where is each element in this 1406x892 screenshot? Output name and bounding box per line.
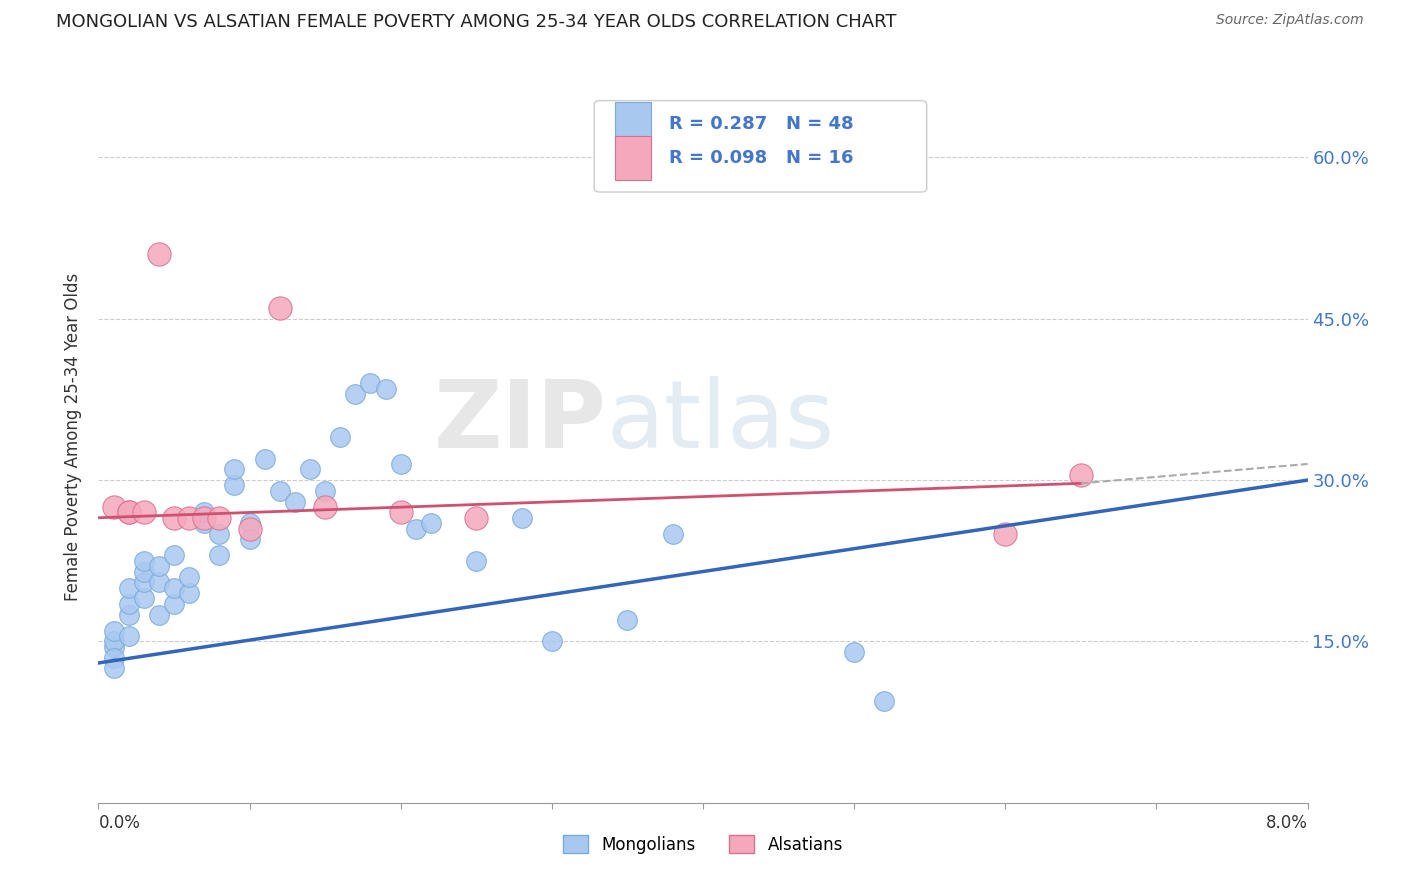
Text: R = 0.098   N = 16: R = 0.098 N = 16 [669, 149, 853, 167]
Point [661, 527, 683, 541]
Point [163, 581, 186, 595]
Point [118, 607, 141, 622]
Text: atlas: atlas [606, 376, 835, 468]
Point [224, 462, 246, 476]
Point [208, 510, 231, 524]
Point [103, 634, 125, 648]
Point [103, 640, 125, 654]
Point [374, 382, 396, 396]
Point [118, 505, 141, 519]
Point [179, 586, 201, 600]
Point [1070, 467, 1092, 482]
Point [148, 559, 170, 574]
Point [616, 613, 638, 627]
Y-axis label: Female Poverty Among 25-34 Year Olds: Female Poverty Among 25-34 Year Olds [65, 273, 83, 601]
Point [314, 500, 336, 514]
Point [994, 527, 1017, 541]
Legend: Mongolians, Alsatians: Mongolians, Alsatians [557, 829, 849, 860]
Point [299, 462, 322, 476]
Point [163, 597, 186, 611]
Point [103, 500, 125, 514]
Text: MONGOLIAN VS ALSATIAN FEMALE POVERTY AMONG 25-34 YEAR OLDS CORRELATION CHART: MONGOLIAN VS ALSATIAN FEMALE POVERTY AMO… [56, 13, 897, 31]
Point [193, 505, 215, 519]
Point [465, 554, 488, 568]
Point [224, 478, 246, 492]
Point [389, 457, 412, 471]
Point [193, 510, 215, 524]
Point [179, 510, 201, 524]
Point [284, 494, 307, 508]
Point [208, 527, 231, 541]
Point [465, 510, 488, 524]
Point [360, 376, 382, 391]
Text: R = 0.287   N = 48: R = 0.287 N = 48 [669, 115, 853, 133]
Point [163, 549, 186, 563]
Point [132, 565, 155, 579]
Point [103, 624, 125, 638]
FancyBboxPatch shape [614, 136, 651, 179]
Point [873, 693, 896, 707]
Point [179, 570, 201, 584]
FancyBboxPatch shape [614, 102, 651, 146]
Point [148, 247, 170, 261]
Text: 0.0%: 0.0% [98, 814, 141, 831]
Text: ZIP: ZIP [433, 376, 606, 468]
Point [148, 607, 170, 622]
Point [314, 483, 336, 498]
Point [132, 554, 155, 568]
Point [118, 597, 141, 611]
Point [239, 516, 262, 530]
Point [118, 505, 141, 519]
Point [510, 510, 533, 524]
Point [405, 521, 427, 535]
Point [344, 387, 367, 401]
Point [389, 505, 412, 519]
Point [132, 575, 155, 590]
Point [103, 650, 125, 665]
Point [163, 510, 186, 524]
Point [118, 629, 141, 643]
Point [118, 581, 141, 595]
Point [253, 451, 276, 466]
Text: 8.0%: 8.0% [1265, 814, 1308, 831]
Point [269, 301, 291, 315]
Point [420, 516, 443, 530]
Point [844, 645, 866, 659]
FancyBboxPatch shape [595, 101, 927, 192]
Point [103, 661, 125, 675]
Point [132, 591, 155, 606]
Point [329, 430, 352, 444]
Point [269, 483, 291, 498]
Text: Source: ZipAtlas.com: Source: ZipAtlas.com [1216, 13, 1364, 28]
Point [132, 505, 155, 519]
Point [239, 533, 262, 547]
Point [208, 549, 231, 563]
Point [540, 634, 562, 648]
Point [239, 521, 262, 535]
Point [148, 575, 170, 590]
Point [193, 516, 215, 530]
